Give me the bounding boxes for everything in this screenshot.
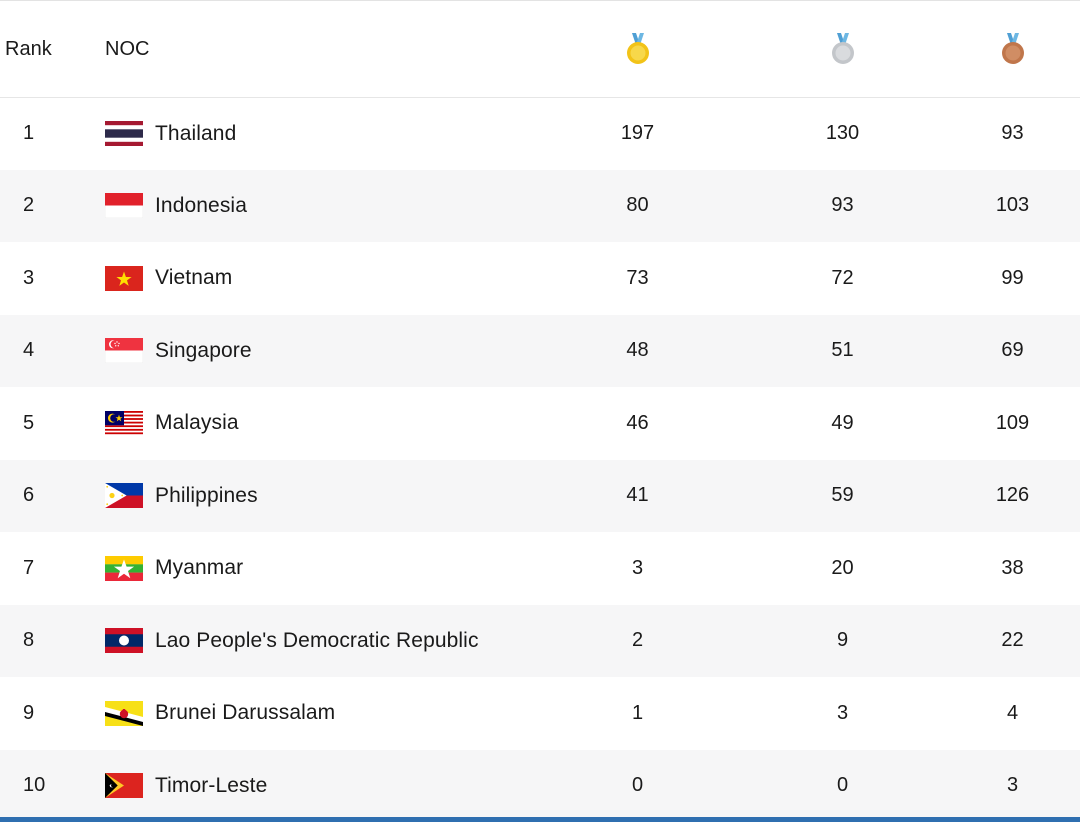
noc-cell: Singapore xyxy=(100,315,535,388)
country-link[interactable]: Indonesia xyxy=(155,193,247,217)
table-row[interactable]: 4 Singapore 4 xyxy=(0,314,1080,388)
silver-count: 93 xyxy=(831,194,854,217)
gold-count: 46 xyxy=(626,411,649,434)
country-link[interactable]: Brunei Darussalam xyxy=(155,701,336,725)
rank-cell: 1 xyxy=(23,122,35,144)
gold-count: 73 xyxy=(626,266,649,289)
rank-cell: 4 xyxy=(23,339,35,362)
singapore-flag-icon xyxy=(105,338,143,364)
bronze-count: 22 xyxy=(1001,629,1024,652)
myanmar-flag-icon xyxy=(105,555,143,581)
noc-cell: Lao People's Democratic Republic xyxy=(100,605,535,678)
bronze-count: 4 xyxy=(1006,701,1019,724)
rank-cell: 3 xyxy=(23,266,35,289)
silver-column-header[interactable] xyxy=(740,2,945,97)
noc-cell: Timor-Leste xyxy=(100,750,535,823)
country-link[interactable]: Singapore xyxy=(155,338,252,362)
timor-leste-flag-icon xyxy=(105,773,143,799)
malaysia-flag-icon xyxy=(105,410,143,436)
country-link[interactable]: Thailand xyxy=(155,121,237,145)
bronze-medal-icon xyxy=(1001,33,1024,65)
noc-column-header[interactable]: NOC xyxy=(105,37,150,60)
bronze-count: 103 xyxy=(995,194,1030,217)
table-row[interactable]: 1 Thailand 197 130 93 xyxy=(0,97,1080,170)
rank-cell: 7 xyxy=(23,556,35,579)
bronze-count: 3 xyxy=(1006,774,1019,797)
rank-cell: 6 xyxy=(23,484,35,507)
country-link[interactable]: Philippines xyxy=(155,483,258,507)
gold-medal-icon xyxy=(626,33,649,65)
silver-count: 72 xyxy=(831,266,854,289)
table-row[interactable]: 2 Indonesia 80 93 103 xyxy=(0,169,1080,243)
rank-cell: 2 xyxy=(23,194,35,217)
silver-count: 20 xyxy=(831,556,854,579)
gold-count: 0 xyxy=(631,774,644,797)
country-link[interactable]: Malaysia xyxy=(155,411,239,435)
table-row[interactable]: 6 Philippines 41 59 126 xyxy=(0,459,1080,533)
gold-count: 3 xyxy=(631,556,644,579)
rank-cell: 9 xyxy=(23,701,35,724)
bronze-count: 69 xyxy=(1001,339,1024,362)
rank-column-header[interactable]: Rank xyxy=(5,37,52,60)
silver-count: 59 xyxy=(831,484,854,507)
silver-count: 130 xyxy=(825,122,860,144)
noc-cell: Brunei Darussalam xyxy=(100,677,535,750)
table-row[interactable]: 10 Timor-Leste 0 0 3 xyxy=(0,749,1080,823)
gold-count: 2 xyxy=(631,629,644,652)
rank-cell: 10 xyxy=(23,774,46,797)
header-row: Rank NOC xyxy=(0,2,1080,97)
noc-cell: Malaysia xyxy=(100,387,535,460)
gold-count: 48 xyxy=(626,339,649,362)
silver-count: 0 xyxy=(836,774,849,797)
laos-flag-icon xyxy=(105,628,143,654)
gold-column-header[interactable] xyxy=(535,2,740,97)
table-header: Rank NOC xyxy=(0,2,1080,97)
philippines-flag-icon xyxy=(105,483,143,509)
brunei-flag-icon xyxy=(105,700,143,726)
table-row[interactable]: 3 Vietnam 73 72 99 xyxy=(0,242,1080,315)
top-divider xyxy=(0,0,1080,1)
bronze-count: 38 xyxy=(1001,556,1024,579)
country-link[interactable]: Lao People's Democratic Republic xyxy=(155,628,479,652)
noc-cell: Thailand xyxy=(100,97,535,170)
vietnam-flag-icon xyxy=(105,265,143,291)
bronze-count: 93 xyxy=(1001,122,1024,144)
silver-count: 9 xyxy=(836,629,849,652)
bronze-count: 126 xyxy=(995,484,1030,507)
rank-cell: 5 xyxy=(23,411,35,434)
bronze-count: 109 xyxy=(995,411,1030,434)
table-row[interactable]: 7 Myanmar 3 20 38 xyxy=(0,532,1080,605)
silver-count: 49 xyxy=(831,411,854,434)
country-link[interactable]: Myanmar xyxy=(155,556,244,580)
country-link[interactable]: Vietnam xyxy=(155,266,233,290)
thailand-flag-icon xyxy=(105,121,143,146)
bronze-count: 99 xyxy=(1001,266,1024,289)
gold-count: 41 xyxy=(626,484,649,507)
gold-count: 197 xyxy=(620,122,655,144)
country-link[interactable]: Timor-Leste xyxy=(155,773,268,797)
table-row[interactable]: 5 xyxy=(0,387,1080,460)
gold-count: 1 xyxy=(631,701,644,724)
silver-count: 51 xyxy=(831,339,854,362)
silver-count: 3 xyxy=(836,701,849,724)
indonesia-flag-icon xyxy=(105,193,143,219)
rank-cell: 8 xyxy=(23,629,35,652)
gold-count: 80 xyxy=(626,194,649,217)
bronze-column-header[interactable] xyxy=(945,2,1080,97)
noc-cell: Indonesia xyxy=(100,170,535,243)
noc-cell: Vietnam xyxy=(100,242,535,315)
bottom-accent-bar xyxy=(0,817,1080,822)
noc-cell: Myanmar xyxy=(100,532,535,605)
noc-cell: Philippines xyxy=(100,460,535,533)
silver-medal-icon xyxy=(831,33,854,65)
table-row[interactable]: 8 Lao People's Democratic Republic 2 9 2… xyxy=(0,604,1080,678)
table-row[interactable]: 9 Brunei Darussalam 1 3 4 xyxy=(0,677,1080,750)
